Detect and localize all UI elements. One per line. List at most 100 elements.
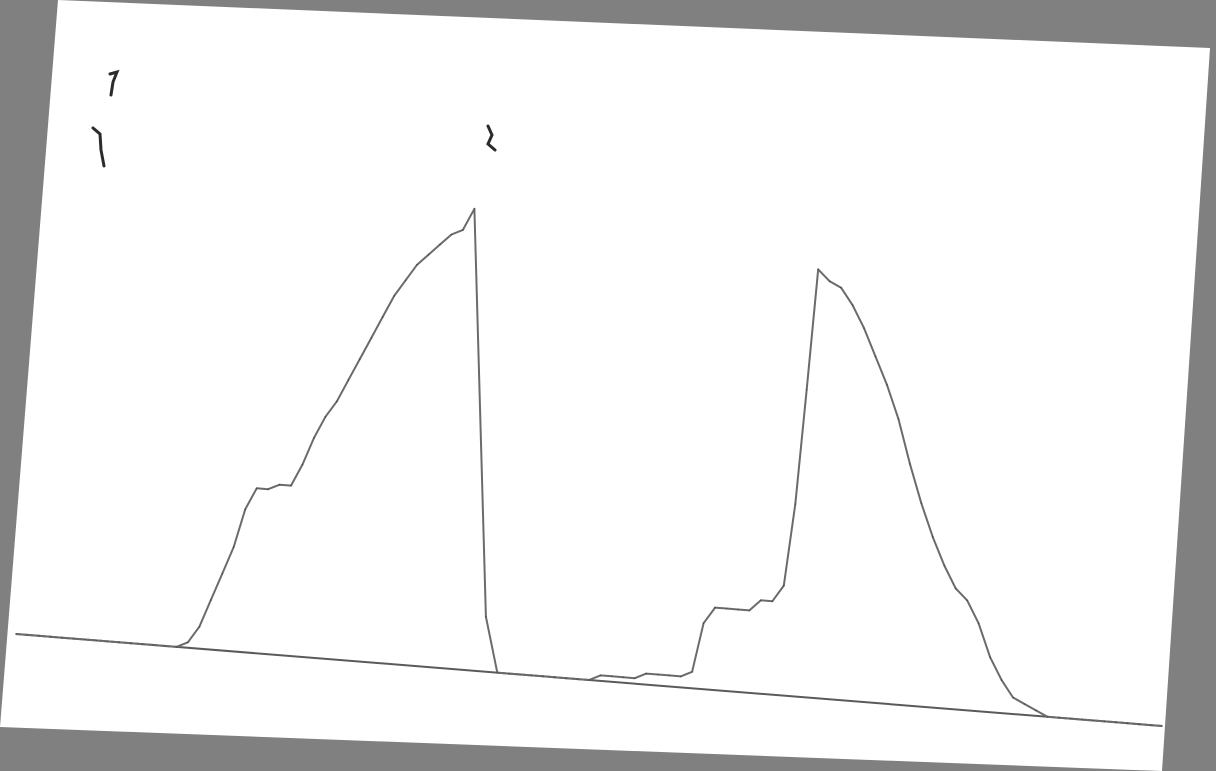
data-point [1161, 725, 1163, 727]
data-point [1069, 717, 1072, 720]
data-point [897, 418, 900, 420]
data-point [336, 400, 338, 403]
ink-marks [91, 69, 497, 168]
data-point [783, 584, 785, 587]
data-point [313, 437, 315, 439]
data-point [427, 253, 430, 256]
data-point [737, 608, 739, 611]
data-point [496, 671, 499, 674]
data-point [599, 674, 602, 677]
data-point [141, 643, 143, 645]
data-point [851, 304, 854, 307]
data-point [588, 679, 590, 681]
data-point [954, 587, 957, 590]
data-point [462, 229, 464, 231]
data-point [679, 675, 682, 678]
data-point [164, 645, 166, 647]
data-point [1046, 716, 1049, 718]
data-point [347, 379, 350, 382]
data-point [232, 546, 235, 548]
data-point [38, 635, 40, 637]
data-point [611, 675, 613, 678]
data-point [874, 355, 877, 358]
data-point [805, 388, 808, 391]
data-point [771, 600, 774, 602]
data-point [95, 639, 97, 642]
data-point [221, 572, 224, 575]
data-point [668, 674, 670, 677]
data-point [324, 416, 327, 418]
data-point [439, 243, 441, 246]
data-point [244, 508, 246, 511]
data-point [198, 625, 201, 628]
data-point [622, 676, 625, 679]
data-point [553, 676, 556, 678]
ink-mark [108, 69, 120, 97]
data-point [1115, 721, 1117, 724]
data-point [1035, 709, 1037, 712]
data-point [691, 671, 693, 673]
data-point [702, 622, 705, 624]
data-point [72, 637, 75, 640]
data-point [542, 675, 544, 678]
data-point [485, 615, 487, 618]
data-point [989, 656, 991, 658]
data-point [278, 483, 281, 486]
data-point [508, 672, 510, 675]
data-point [404, 279, 407, 282]
data-point [370, 337, 373, 339]
data-point [920, 502, 923, 505]
data-point [1126, 722, 1129, 724]
data-point [943, 564, 946, 567]
data-point [576, 678, 579, 680]
data-point [118, 641, 120, 644]
data-point [1149, 724, 1152, 726]
data-point [255, 487, 258, 490]
data-point [106, 640, 109, 643]
data-point [1000, 679, 1003, 681]
data-point [565, 677, 567, 679]
data-point [1092, 719, 1094, 722]
ink-mark [91, 126, 106, 168]
data-point [473, 208, 476, 210]
data-point [966, 599, 968, 602]
data-point [1023, 703, 1026, 705]
data-point [863, 327, 865, 329]
data-point [840, 286, 842, 289]
ink-mark [486, 124, 497, 152]
data-point [381, 316, 384, 318]
data-point [152, 644, 155, 646]
data-point [530, 674, 533, 677]
data-point [1138, 723, 1140, 725]
data-point [909, 463, 911, 465]
data-point [1058, 716, 1060, 719]
data-point [359, 358, 361, 360]
data-point [61, 636, 63, 639]
data-point [301, 463, 304, 466]
data-point [828, 280, 831, 283]
data-point [1081, 718, 1083, 721]
data-point [725, 607, 728, 610]
data-point [1012, 696, 1014, 699]
data-point [714, 606, 716, 609]
data-point [794, 503, 797, 505]
data-point [187, 641, 189, 644]
data-point [84, 638, 86, 641]
data-point [519, 673, 521, 676]
data-point [15, 633, 17, 635]
data-point [1103, 720, 1106, 723]
data-point [416, 263, 418, 266]
data-point [450, 233, 453, 236]
data-point [210, 599, 212, 601]
data-point [977, 622, 980, 625]
data-point [817, 268, 819, 271]
data-point [657, 673, 659, 676]
data-point [129, 642, 132, 644]
data-point [748, 609, 751, 612]
data-point [175, 646, 178, 648]
data-point [26, 634, 29, 636]
data-point [393, 295, 396, 297]
